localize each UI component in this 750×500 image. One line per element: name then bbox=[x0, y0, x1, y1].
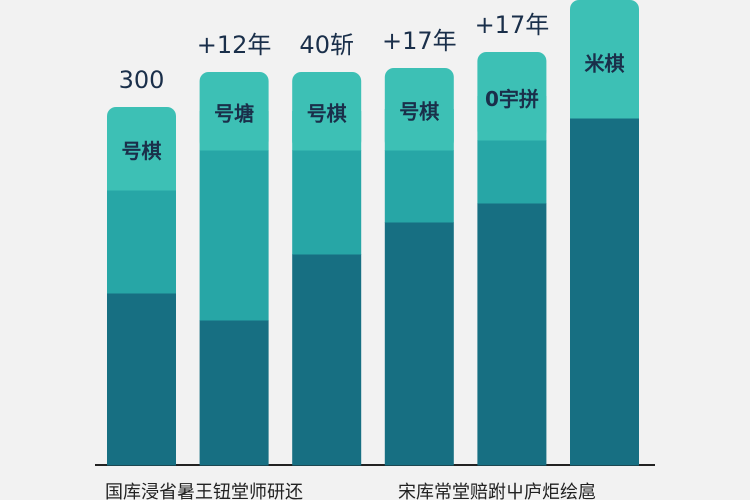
inner-label: 米棋 bbox=[585, 51, 625, 75]
bar-label: 300 bbox=[119, 66, 165, 94]
bar-segment bbox=[107, 293, 176, 466]
inner-label: 0宇拼 bbox=[485, 87, 539, 111]
bar-segment bbox=[477, 203, 547, 466]
bar-label: +17年 bbox=[382, 27, 457, 55]
bar-segment bbox=[292, 254, 362, 466]
bar-segment-fill bbox=[477, 96, 547, 141]
bar-label: 40斩 bbox=[299, 31, 354, 59]
bar-segment bbox=[477, 140, 547, 204]
bar-label: +17年 bbox=[475, 11, 550, 39]
bar-segment bbox=[199, 150, 269, 321]
bar-label: +12年 bbox=[197, 31, 272, 59]
bar-segment bbox=[384, 222, 454, 466]
bar-segment-fill bbox=[384, 109, 454, 151]
caption: 国库浸省暑王钮堂师研还 bbox=[105, 482, 303, 500]
bar-segment bbox=[384, 150, 454, 223]
bar-segment-fill bbox=[107, 148, 176, 191]
inner-label: 号棋 bbox=[122, 139, 162, 163]
caption: 宋库常堂赔跗屮庐炬绘扈 bbox=[398, 482, 596, 500]
bar-segment-fill bbox=[292, 111, 362, 151]
inner-label: 号塘 bbox=[214, 101, 254, 125]
inner-label: 号棋 bbox=[307, 101, 347, 125]
bar-segment bbox=[107, 190, 176, 294]
bar-segment bbox=[199, 320, 269, 466]
bar-segment-fill bbox=[199, 111, 269, 151]
bar-segment bbox=[292, 150, 362, 255]
bar-segment-fill bbox=[570, 59, 639, 119]
inner-label: 号棋 bbox=[399, 100, 439, 124]
bar-segment bbox=[570, 118, 639, 466]
